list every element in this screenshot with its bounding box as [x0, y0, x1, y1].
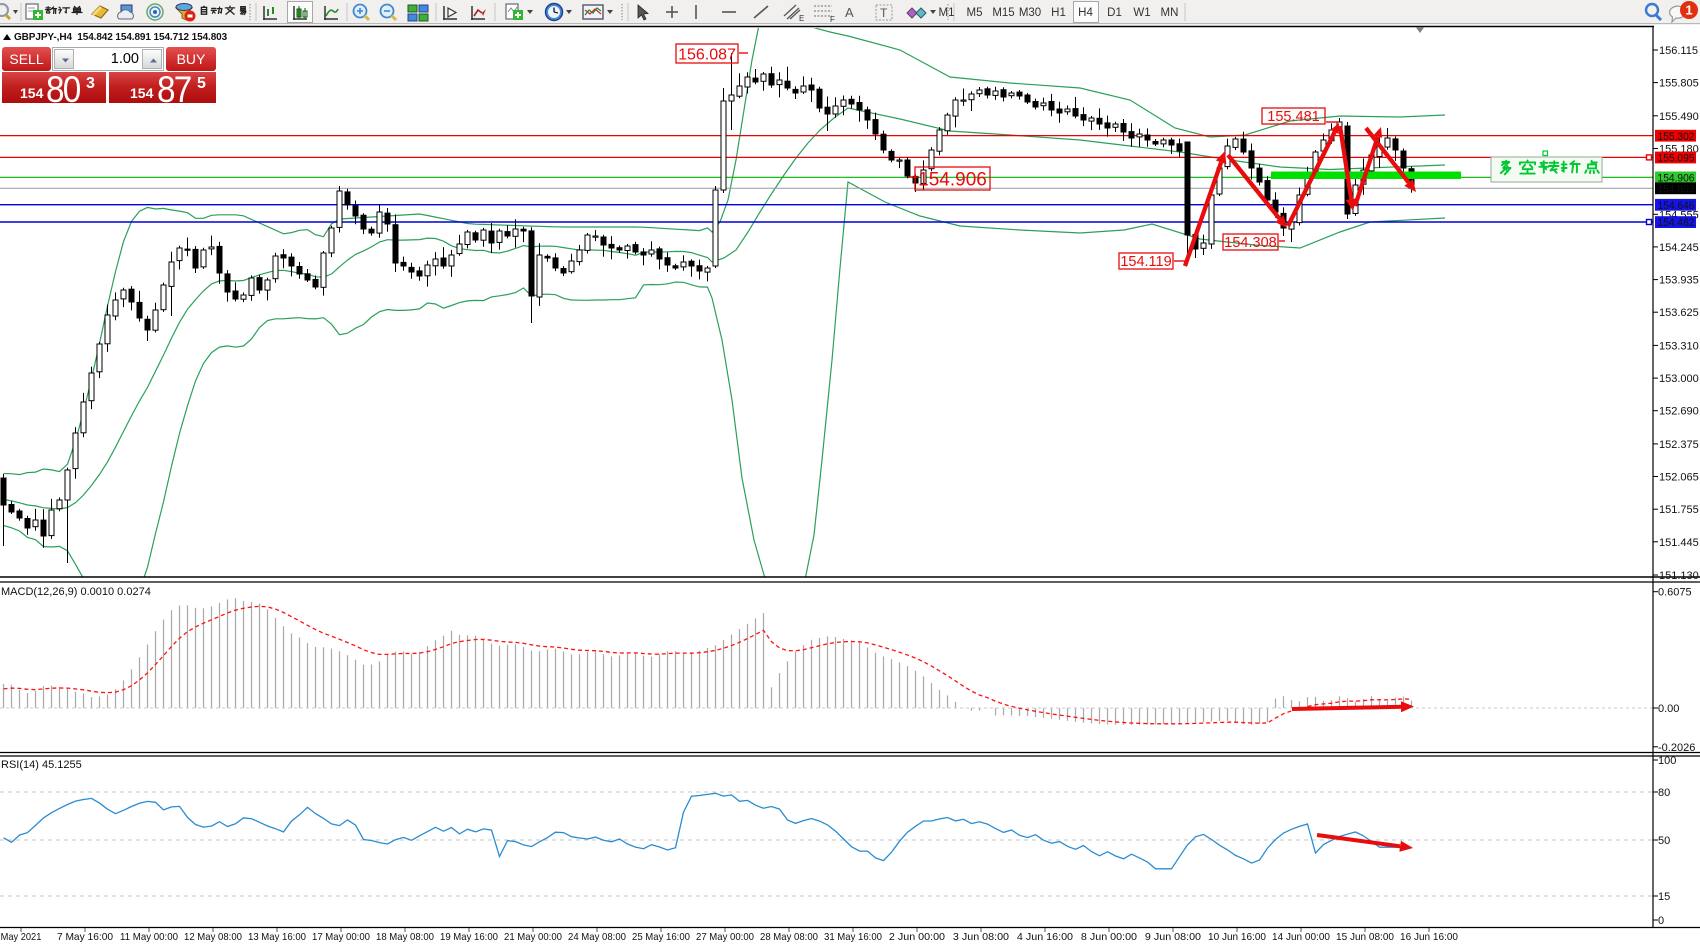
svg-text:7 May 16:00: 7 May 16:00: [57, 931, 113, 943]
svg-text:16 Jun 16:00: 16 Jun 16:00: [1400, 931, 1458, 943]
svg-text:25 May 16:00: 25 May 16:00: [632, 931, 690, 943]
svg-text:153.625: 153.625: [1659, 307, 1699, 319]
svg-text:T: T: [880, 6, 888, 20]
svg-text:155.302: 155.302: [1658, 131, 1695, 143]
svg-text:0.6075: 0.6075: [1658, 587, 1692, 599]
svg-text:18 May 08:00: 18 May 08:00: [376, 931, 434, 943]
svg-text:151.755: 151.755: [1659, 504, 1699, 516]
svg-text:MN: MN: [1161, 7, 1179, 19]
svg-text:9 Jun 08:00: 9 Jun 08:00: [1145, 931, 1201, 943]
svg-text:8 Jun 00:00: 8 Jun 00:00: [1081, 931, 1137, 943]
svg-text:W1: W1: [1133, 7, 1150, 19]
svg-text:27 May 00:00: 27 May 00:00: [696, 931, 754, 943]
svg-text:156.115: 156.115: [1659, 45, 1698, 57]
svg-text:31 May 16:00: 31 May 16:00: [824, 931, 882, 943]
svg-text:M15: M15: [992, 7, 1014, 19]
svg-text:May 2021: May 2021: [1, 931, 42, 943]
svg-text:155.481: 155.481: [1267, 109, 1319, 125]
svg-text:2 Jun 00:00: 2 Jun 00:00: [889, 931, 945, 943]
svg-text:156.087: 156.087: [678, 46, 736, 63]
svg-text:155.805: 155.805: [1659, 78, 1699, 90]
svg-text:4 Jun 16:00: 4 Jun 16:00: [1017, 931, 1073, 943]
svg-text:50: 50: [1658, 835, 1670, 847]
svg-text:M30: M30: [1019, 7, 1041, 19]
svg-text:3 Jun 08:00: 3 Jun 08:00: [953, 931, 1009, 943]
svg-text:28 May 08:00: 28 May 08:00: [760, 931, 818, 943]
svg-text:154.245: 154.245: [1659, 242, 1699, 254]
svg-text:11 May 00:00: 11 May 00:00: [120, 931, 178, 943]
svg-text:153.310: 153.310: [1659, 340, 1699, 352]
svg-text:154.308: 154.308: [1224, 235, 1276, 251]
svg-text:H1: H1: [1051, 7, 1066, 19]
svg-text:M5: M5: [967, 7, 983, 19]
svg-text:100: 100: [1658, 755, 1676, 767]
svg-text:151.130: 151.130: [1659, 570, 1699, 582]
svg-text:154.803: 154.803: [1658, 183, 1695, 195]
svg-text:D1: D1: [1107, 7, 1122, 19]
svg-text:14 Jun 00:00: 14 Jun 00:00: [1272, 931, 1330, 943]
svg-text:12 May 08:00: 12 May 08:00: [184, 931, 242, 943]
svg-text:154.906: 154.906: [1658, 173, 1695, 185]
svg-text:0: 0: [1658, 915, 1664, 927]
svg-text:13 May 16:00: 13 May 16:00: [248, 931, 306, 943]
svg-text:152.690: 152.690: [1659, 406, 1699, 418]
svg-text:E: E: [799, 14, 804, 23]
svg-text:M1: M1: [939, 7, 955, 19]
svg-text:F: F: [830, 15, 835, 24]
svg-text:154.482: 154.482: [1658, 217, 1695, 229]
svg-text:15: 15: [1658, 891, 1670, 903]
svg-text:1: 1: [1685, 3, 1692, 18]
svg-text:H4: H4: [1078, 7, 1093, 19]
svg-text:80: 80: [1658, 787, 1670, 799]
svg-text:153.000: 153.000: [1659, 373, 1699, 385]
svg-text:155.490: 155.490: [1659, 111, 1699, 123]
svg-text:155.095: 155.095: [1658, 153, 1695, 165]
svg-text:151.445: 151.445: [1659, 537, 1699, 549]
svg-text:154.119: 154.119: [1120, 254, 1171, 270]
svg-text:152.065: 152.065: [1659, 472, 1699, 484]
svg-text:17 May 00:00: 17 May 00:00: [312, 931, 370, 943]
svg-text:152.375: 152.375: [1659, 439, 1699, 451]
svg-text:15 Jun 08:00: 15 Jun 08:00: [1336, 931, 1394, 943]
svg-text:24 May 08:00: 24 May 08:00: [568, 931, 626, 943]
svg-text:19 May 16:00: 19 May 16:00: [440, 931, 498, 943]
svg-text:0.00: 0.00: [1658, 703, 1679, 715]
svg-text:153.935: 153.935: [1659, 275, 1699, 287]
svg-text:10 Jun 16:00: 10 Jun 16:00: [1208, 931, 1266, 943]
svg-text:A: A: [845, 5, 854, 20]
svg-text:154.906: 154.906: [918, 169, 987, 190]
svg-text:154.646: 154.646: [1658, 200, 1695, 212]
svg-text:-0.2026: -0.2026: [1658, 742, 1695, 754]
svg-text:21 May 00:00: 21 May 00:00: [504, 931, 562, 943]
